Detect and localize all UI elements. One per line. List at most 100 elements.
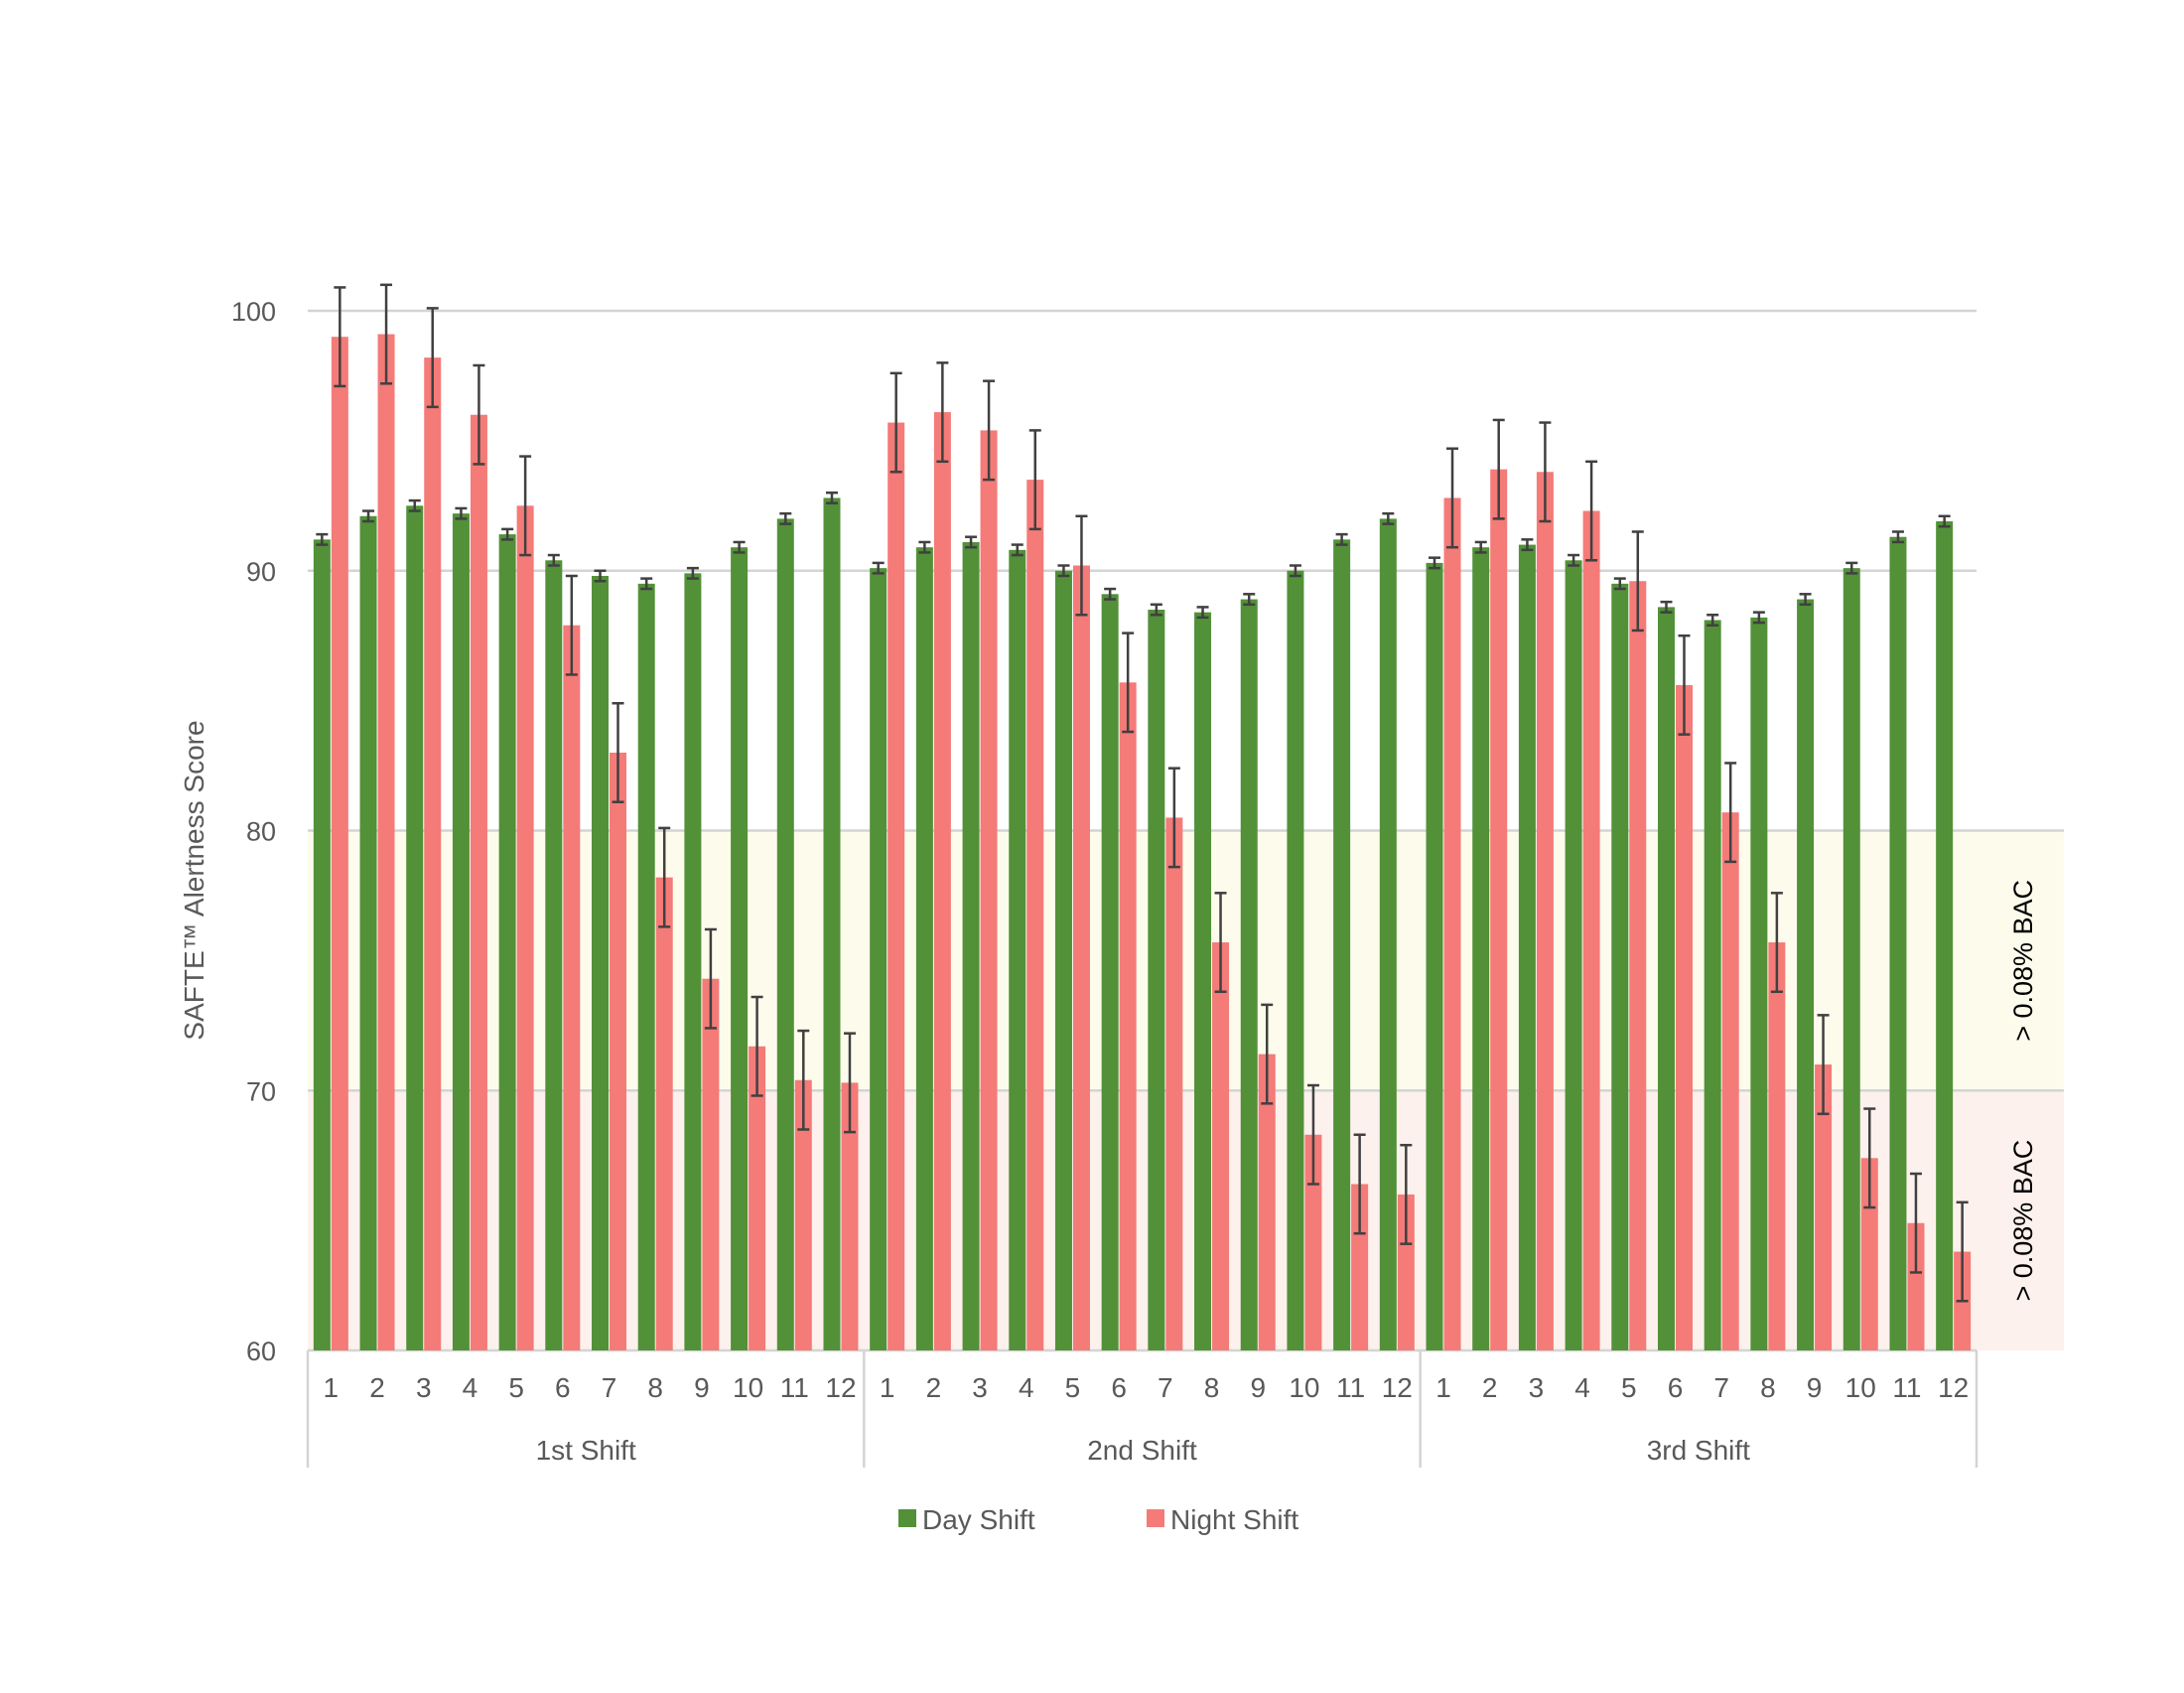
day-shift-bar xyxy=(1889,536,1907,1350)
night-shift-bar xyxy=(1629,581,1647,1350)
x-tick-label: 6 xyxy=(1668,1372,1684,1403)
y-tick-label: 90 xyxy=(246,557,276,587)
x-tick-label: 2 xyxy=(926,1372,942,1403)
bac-band-label: > 0.08% BAC xyxy=(2008,880,2038,1042)
legend-label: Day Shift xyxy=(922,1504,1035,1535)
day-shift-bar xyxy=(1194,612,1212,1350)
night-shift-bar xyxy=(1119,682,1137,1350)
x-tick-label: 10 xyxy=(1845,1372,1876,1403)
night-shift-bar xyxy=(841,1082,859,1350)
x-tick-label: 3 xyxy=(416,1372,432,1403)
night-shift-bar xyxy=(516,505,534,1350)
day-shift-bar xyxy=(1843,568,1860,1350)
day-shift-bar xyxy=(592,575,610,1350)
night-shift-bar xyxy=(610,752,627,1350)
x-tick-label: 6 xyxy=(555,1372,571,1403)
day-shift-bar xyxy=(962,541,980,1350)
day-shift-bar xyxy=(1426,562,1443,1350)
bac-band-label: > 0.08% BAC xyxy=(2008,1140,2038,1302)
day-shift-bar xyxy=(731,547,749,1350)
x-tick-label: 8 xyxy=(1204,1372,1220,1403)
x-tick-label: 7 xyxy=(602,1372,617,1403)
x-tick-label: 3 xyxy=(1529,1372,1545,1403)
day-shift-bar xyxy=(1704,620,1721,1350)
night-shift-bar xyxy=(980,430,998,1350)
night-shift-bar xyxy=(1304,1134,1322,1350)
x-tick-label: 2 xyxy=(1482,1372,1498,1403)
night-shift-bar xyxy=(655,877,673,1350)
x-tick-label: 1 xyxy=(324,1372,340,1403)
x-tick-label: 5 xyxy=(1621,1372,1637,1403)
x-tick-label: 4 xyxy=(1019,1372,1034,1403)
x-tick-label: 5 xyxy=(1065,1372,1081,1403)
day-shift-bar xyxy=(1287,570,1304,1350)
day-shift-bar xyxy=(1333,539,1351,1350)
group-label: 2nd Shift xyxy=(1087,1435,1197,1466)
night-shift-bar xyxy=(702,978,720,1350)
day-shift-bar xyxy=(498,534,516,1350)
night-shift-bar xyxy=(1815,1064,1833,1350)
night-shift-bar xyxy=(1860,1158,1878,1350)
x-tick-label: 12 xyxy=(825,1372,856,1403)
x-tick-label: 9 xyxy=(694,1372,710,1403)
night-shift-bar xyxy=(794,1079,812,1350)
night-shift-bar xyxy=(1258,1054,1276,1350)
legend-label: Night Shift xyxy=(1170,1504,1298,1535)
night-shift-bar xyxy=(1768,942,1786,1350)
night-shift-bar xyxy=(1397,1194,1415,1350)
x-tick-label: 10 xyxy=(1289,1372,1319,1403)
day-shift-bar xyxy=(915,547,933,1350)
x-tick-label: 12 xyxy=(1382,1372,1413,1403)
legend-swatch xyxy=(898,1509,916,1527)
x-tick-label: 8 xyxy=(1760,1372,1776,1403)
x-tick-label: 10 xyxy=(733,1372,763,1403)
night-shift-bar xyxy=(1026,480,1044,1350)
day-shift-bar xyxy=(1379,518,1397,1350)
x-tick-label: 11 xyxy=(780,1372,809,1403)
day-shift-bar xyxy=(545,560,563,1350)
day-shift-bar xyxy=(1472,547,1490,1350)
night-shift-bar xyxy=(377,334,395,1350)
night-shift-bar xyxy=(887,422,905,1350)
y-tick-label: 100 xyxy=(231,297,276,327)
night-shift-bar xyxy=(933,412,951,1350)
day-shift-bar xyxy=(1797,599,1815,1350)
x-tick-label: 4 xyxy=(463,1372,478,1403)
y-tick-label: 60 xyxy=(246,1337,276,1366)
night-shift-bar xyxy=(1721,812,1739,1350)
x-tick-label: 5 xyxy=(508,1372,524,1403)
day-shift-bar xyxy=(1518,544,1536,1350)
night-shift-bar xyxy=(1490,469,1508,1351)
x-tick-label: 4 xyxy=(1574,1372,1590,1403)
night-shift-bar xyxy=(1907,1222,1925,1350)
day-shift-bar xyxy=(1565,560,1582,1350)
night-shift-bar xyxy=(1675,684,1693,1350)
day-shift-bar xyxy=(406,505,424,1350)
legend-swatch xyxy=(1147,1509,1164,1527)
day-shift-bar xyxy=(637,583,655,1350)
day-shift-bar xyxy=(684,573,702,1350)
x-tick-label: 7 xyxy=(1158,1372,1173,1403)
day-shift-bar xyxy=(1750,617,1768,1350)
x-tick-label: 1 xyxy=(1435,1372,1451,1403)
day-shift-bar xyxy=(823,497,841,1351)
night-shift-bar xyxy=(1536,472,1554,1350)
day-shift-bar xyxy=(1657,607,1675,1350)
day-shift-bar xyxy=(870,568,887,1350)
night-shift-bar xyxy=(1582,510,1600,1350)
x-tick-label: 3 xyxy=(972,1372,988,1403)
night-shift-bar xyxy=(1165,817,1183,1350)
y-tick-label: 70 xyxy=(246,1076,276,1106)
group-label: 3rd Shift xyxy=(1647,1435,1750,1466)
x-tick-label: 9 xyxy=(1250,1372,1266,1403)
night-shift-bar xyxy=(1443,497,1461,1351)
night-shift-bar xyxy=(1072,565,1090,1350)
night-shift-bar xyxy=(331,337,348,1350)
day-shift-bar xyxy=(1101,594,1119,1350)
x-tick-label: 2 xyxy=(369,1372,385,1403)
night-shift-bar xyxy=(563,625,581,1350)
x-tick-label: 12 xyxy=(1938,1372,1969,1403)
day-shift-bar xyxy=(1611,583,1629,1350)
x-tick-label: 8 xyxy=(647,1372,663,1403)
